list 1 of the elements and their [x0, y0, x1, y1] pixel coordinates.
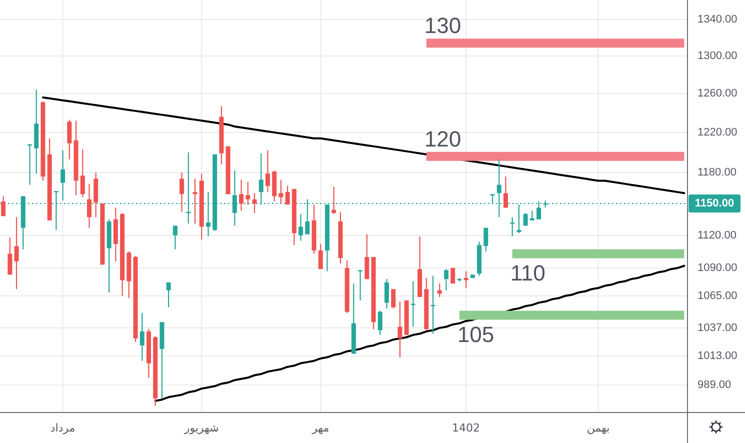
- ref-line-label: 1150.00: [694, 198, 734, 210]
